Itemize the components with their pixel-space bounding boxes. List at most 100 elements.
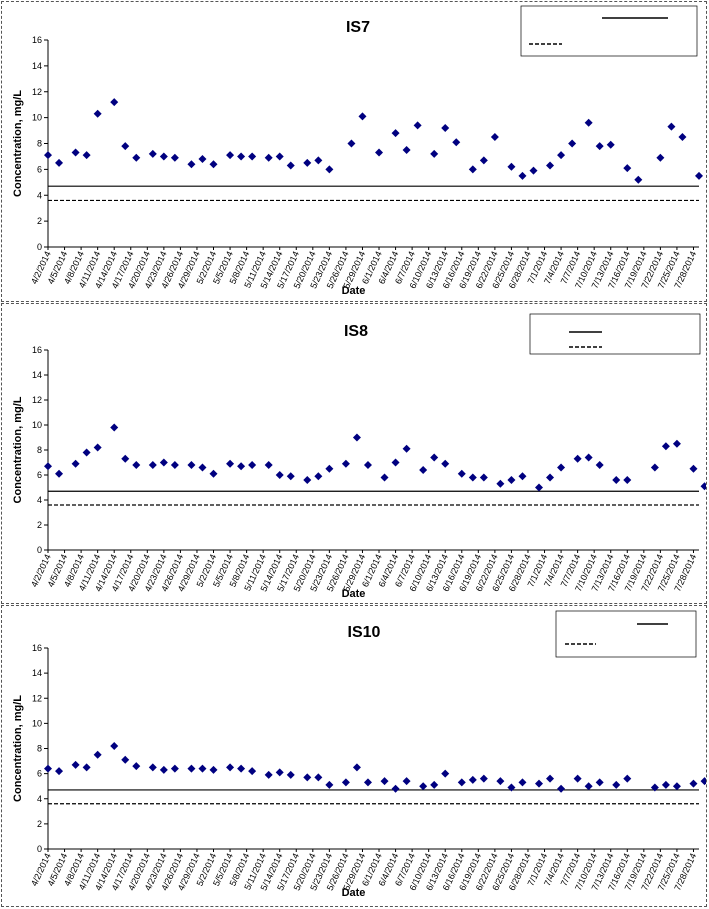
y-tick-label: 12 bbox=[32, 693, 42, 703]
chart-title: IS8 bbox=[344, 323, 368, 340]
y-tick-label: 12 bbox=[32, 87, 42, 97]
data-point bbox=[226, 763, 235, 772]
y-tick-label: 10 bbox=[32, 113, 42, 123]
data-point bbox=[352, 763, 361, 772]
data-point bbox=[479, 473, 488, 482]
data-point bbox=[198, 764, 207, 773]
data-point bbox=[132, 153, 141, 162]
y-tick-label: 6 bbox=[37, 470, 42, 480]
y-tick-label: 12 bbox=[32, 395, 42, 405]
data-point bbox=[170, 461, 179, 469]
data-point bbox=[584, 118, 593, 127]
data-point bbox=[226, 151, 235, 160]
data-point bbox=[507, 162, 516, 171]
y-tick-label: 2 bbox=[37, 819, 42, 829]
chart-title: IS7 bbox=[346, 19, 370, 36]
x-axis-label: Date bbox=[342, 588, 366, 600]
data-point bbox=[490, 133, 499, 142]
chart-panel-is10: IS10 Concentration, mg/L 0 2 4 6 8 10 12 14 16 4/2/… bbox=[1, 605, 707, 907]
y-tick-label: 14 bbox=[32, 370, 42, 380]
y-tick-label: 14 bbox=[32, 668, 42, 678]
chart-panel-is7: IS7 Concentration, mg/L 0 2 4 6 8 10 12 14 16 4/2/2… bbox=[1, 1, 707, 302]
data-point bbox=[391, 458, 400, 467]
data-point bbox=[159, 458, 168, 467]
data-point bbox=[71, 760, 80, 769]
data-point bbox=[121, 755, 130, 764]
y-tick-label: 0 bbox=[37, 545, 42, 555]
data-point bbox=[347, 139, 356, 148]
data-point bbox=[457, 469, 466, 478]
data-point bbox=[187, 764, 196, 773]
x-axis-label: Date bbox=[342, 887, 366, 899]
y-tick-label: 2 bbox=[37, 216, 42, 226]
data-point bbox=[595, 461, 604, 469]
data-point bbox=[634, 175, 643, 184]
data-point bbox=[187, 461, 196, 469]
data-point bbox=[468, 775, 477, 784]
data-point bbox=[325, 165, 334, 174]
y-tick-label: 14 bbox=[32, 61, 42, 71]
data-point bbox=[121, 454, 130, 463]
data-point bbox=[695, 171, 703, 180]
y-tick-label: 0 bbox=[37, 844, 42, 854]
data-point bbox=[375, 148, 384, 157]
data-point bbox=[275, 471, 284, 479]
data-point bbox=[402, 145, 411, 154]
data-point bbox=[198, 155, 207, 164]
data-point bbox=[518, 472, 527, 481]
data-point bbox=[479, 774, 488, 783]
y-tick-label: 10 bbox=[32, 718, 42, 728]
data-point bbox=[325, 464, 334, 473]
data-point bbox=[71, 459, 80, 468]
data-point bbox=[44, 764, 52, 773]
data-point bbox=[187, 160, 196, 169]
data-point bbox=[430, 453, 439, 462]
data-point bbox=[237, 152, 246, 161]
y-tick-label: 2 bbox=[37, 520, 42, 530]
y-tick-label: 8 bbox=[37, 445, 42, 455]
data-point bbox=[341, 459, 350, 468]
data-point bbox=[170, 764, 179, 773]
data-point bbox=[93, 750, 102, 759]
data-point bbox=[568, 139, 577, 148]
y-axis-label: Concentration, mg/L bbox=[12, 90, 24, 197]
data-point bbox=[535, 779, 544, 788]
y-tick-label: 8 bbox=[37, 139, 42, 149]
y-tick-label: 6 bbox=[37, 164, 42, 174]
y-axis-label: Concentration, mg/L bbox=[12, 396, 24, 503]
data-point bbox=[402, 444, 411, 453]
data-point bbox=[391, 784, 400, 793]
data-point bbox=[496, 777, 505, 786]
data-point bbox=[402, 777, 411, 786]
data-point bbox=[573, 774, 582, 783]
data-point bbox=[689, 779, 698, 788]
data-point bbox=[584, 453, 593, 462]
data-point bbox=[441, 769, 450, 778]
data-point bbox=[303, 158, 312, 167]
data-point bbox=[209, 160, 218, 169]
data-point bbox=[237, 764, 246, 773]
data-point bbox=[689, 464, 698, 473]
data-point bbox=[286, 770, 295, 779]
data-point bbox=[93, 443, 102, 452]
data-point bbox=[248, 767, 257, 776]
chart-panel-is8: IS8 Concentration, mg/L 0 2 4 6 8 10 12 14 16 4/2/2… bbox=[1, 303, 707, 604]
data-point bbox=[132, 762, 141, 771]
data-point bbox=[248, 152, 257, 161]
data-point bbox=[110, 741, 119, 750]
data-point bbox=[457, 778, 466, 787]
data-point bbox=[700, 777, 706, 786]
data-point bbox=[661, 780, 670, 789]
data-point bbox=[667, 122, 676, 131]
data-point bbox=[275, 152, 284, 161]
y-tick-label: 0 bbox=[37, 242, 42, 252]
data-point bbox=[546, 161, 555, 170]
data-point bbox=[584, 782, 593, 791]
data-point bbox=[264, 461, 273, 469]
data-point bbox=[358, 112, 367, 121]
data-point bbox=[325, 780, 334, 789]
data-point bbox=[148, 149, 157, 158]
data-point bbox=[650, 783, 659, 792]
